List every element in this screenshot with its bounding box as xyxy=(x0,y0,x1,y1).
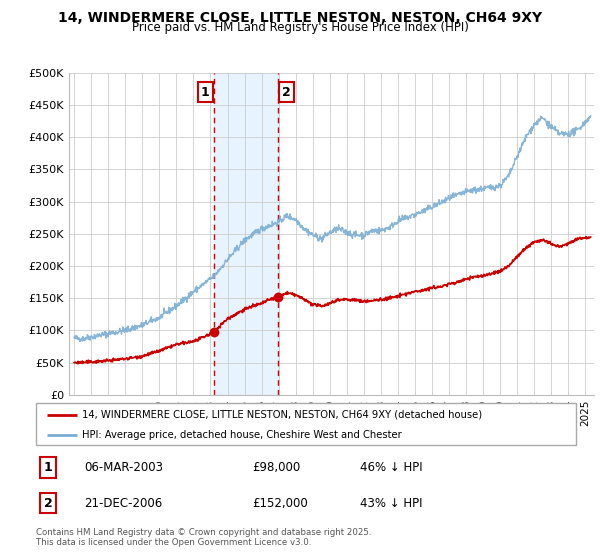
Bar xyxy=(214,73,278,395)
Text: 06-MAR-2003: 06-MAR-2003 xyxy=(85,461,164,474)
Text: 2: 2 xyxy=(282,86,291,99)
Text: £98,000: £98,000 xyxy=(252,461,300,474)
Text: 21-DEC-2006: 21-DEC-2006 xyxy=(85,497,163,510)
Text: 14, WINDERMERE CLOSE, LITTLE NESTON, NESTON, CH64 9XY: 14, WINDERMERE CLOSE, LITTLE NESTON, NES… xyxy=(58,11,542,25)
Text: Price paid vs. HM Land Registry's House Price Index (HPI): Price paid vs. HM Land Registry's House … xyxy=(131,21,469,34)
Text: 46% ↓ HPI: 46% ↓ HPI xyxy=(360,461,422,474)
Text: 2: 2 xyxy=(44,497,52,510)
FancyBboxPatch shape xyxy=(36,403,576,445)
Text: HPI: Average price, detached house, Cheshire West and Chester: HPI: Average price, detached house, Ches… xyxy=(82,430,401,440)
Text: 14, WINDERMERE CLOSE, LITTLE NESTON, NESTON, CH64 9XY (detached house): 14, WINDERMERE CLOSE, LITTLE NESTON, NES… xyxy=(82,410,482,420)
Text: £152,000: £152,000 xyxy=(252,497,308,510)
Text: 1: 1 xyxy=(44,461,52,474)
Text: 1: 1 xyxy=(200,86,209,99)
Text: 43% ↓ HPI: 43% ↓ HPI xyxy=(360,497,422,510)
Text: Contains HM Land Registry data © Crown copyright and database right 2025.
This d: Contains HM Land Registry data © Crown c… xyxy=(36,528,371,547)
